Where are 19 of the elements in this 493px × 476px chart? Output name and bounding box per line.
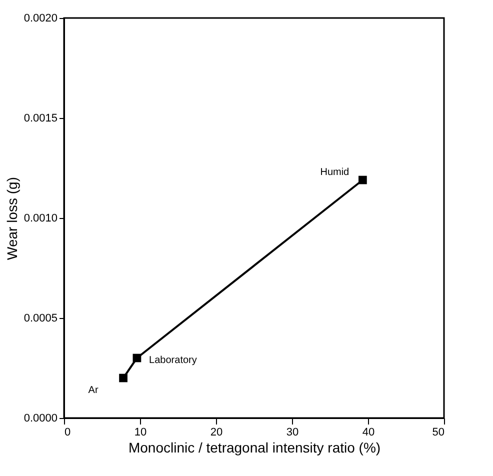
point <box>119 374 128 382</box>
annotation: Humid <box>320 167 350 178</box>
x-tick-label: 0 <box>64 426 71 438</box>
y-tick-label: 0.0015 <box>24 112 58 124</box>
x-tick-label: 40 <box>362 426 375 438</box>
annotation: Ar <box>88 385 99 396</box>
x-axis-title: Monoclinic / tetragonal intensity ratio (%) <box>128 440 381 456</box>
point <box>132 354 142 362</box>
y-axis-title: Wear loss (g) <box>4 177 20 260</box>
y-tick-label: 0.0000 <box>24 412 58 424</box>
point <box>358 176 367 184</box>
y-tick-label: 0.0005 <box>24 312 58 324</box>
annotation: Laboratory <box>149 355 197 366</box>
x-tick-label: 20 <box>210 426 223 438</box>
x-tick-label: 10 <box>134 426 147 438</box>
y-tick-label: 0.0020 <box>24 12 58 24</box>
x-tick-label: 30 <box>286 426 299 438</box>
x-tick-label: 50 <box>432 426 444 438</box>
y-tick-label: 0.0010 <box>24 212 58 224</box>
